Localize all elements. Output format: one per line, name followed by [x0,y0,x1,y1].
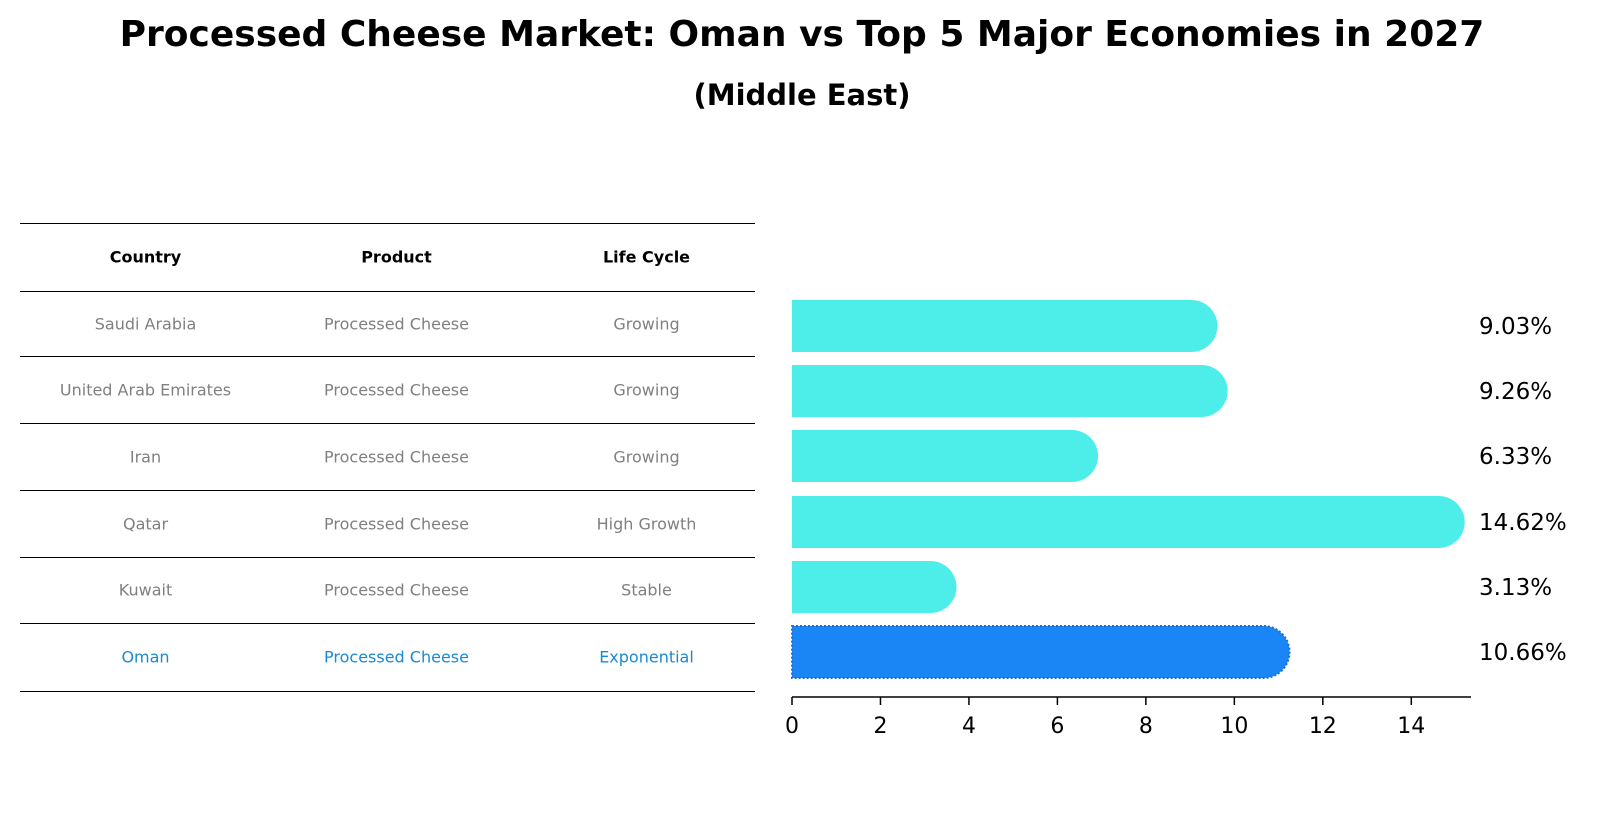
table-cell-country: United Arab Emirates [59,380,232,399]
table-cell-product: Processed Cheese [324,380,469,399]
x-tick-label: 8 [1139,714,1153,739]
table-rule [20,356,755,357]
table-header-cell: Country [109,247,182,267]
table-header-cell: Product [361,247,432,267]
x-tick-label: 2 [873,714,887,739]
x-tick-label: 10 [1220,714,1248,739]
bar-saudi-arabia [792,300,1218,352]
table-cell-country: Oman [121,647,170,667]
chart-title: Processed Cheese Market: Oman vs Top 5 M… [119,14,1485,55]
x-tick-label: 14 [1397,714,1425,739]
value-label: 3.13% [1479,575,1552,601]
table-cell-country: Iran [129,447,162,466]
table-cell-product: Processed Cheese [324,447,469,466]
table-cell-life-cycle: Stable [621,580,672,600]
table-header-cell: Life Cycle [602,247,691,267]
x-tick-label: 12 [1309,714,1337,739]
table-cell-product: Processed Cheese [324,647,469,667]
bar-qatar [792,496,1465,548]
table-cell-life-cycle: Growing [613,447,680,466]
value-label: 9.26% [1479,379,1552,405]
table-rule [20,691,755,692]
x-tick-label: 4 [962,714,976,739]
bar-united-arab-emirates [792,365,1228,417]
table-rule [20,557,755,558]
table-cell-life-cycle: Growing [613,314,680,333]
table-cell-product: Processed Cheese [324,514,469,533]
x-tick-label: 6 [1050,714,1064,739]
value-label: 10.66% [1479,640,1567,666]
x-tick-label: 0 [785,714,799,739]
chart-subtitle: (Middle East) [693,78,911,112]
bar-oman [791,625,1291,679]
table-rule [20,623,755,624]
table-rule [20,223,755,224]
value-label: 9.03% [1479,314,1552,340]
value-label: 6.33% [1479,444,1552,470]
value-label: 14.62% [1479,510,1567,536]
table-cell-life-cycle: High Growth [596,514,697,533]
table-cell-country: Saudi Arabia [94,314,197,333]
table-cell-life-cycle: Exponential [599,647,694,667]
table-cell-product: Processed Cheese [324,580,469,600]
table-cell-country: Kuwait [118,580,173,600]
table-cell-life-cycle: Growing [613,380,680,399]
table-rule [20,423,755,424]
bar-iran [792,430,1099,482]
table-cell-country: Qatar [122,514,169,533]
table-rule [20,291,755,292]
table-rule [20,490,755,491]
bar-kuwait [792,561,957,613]
table-cell-product: Processed Cheese [324,314,469,333]
